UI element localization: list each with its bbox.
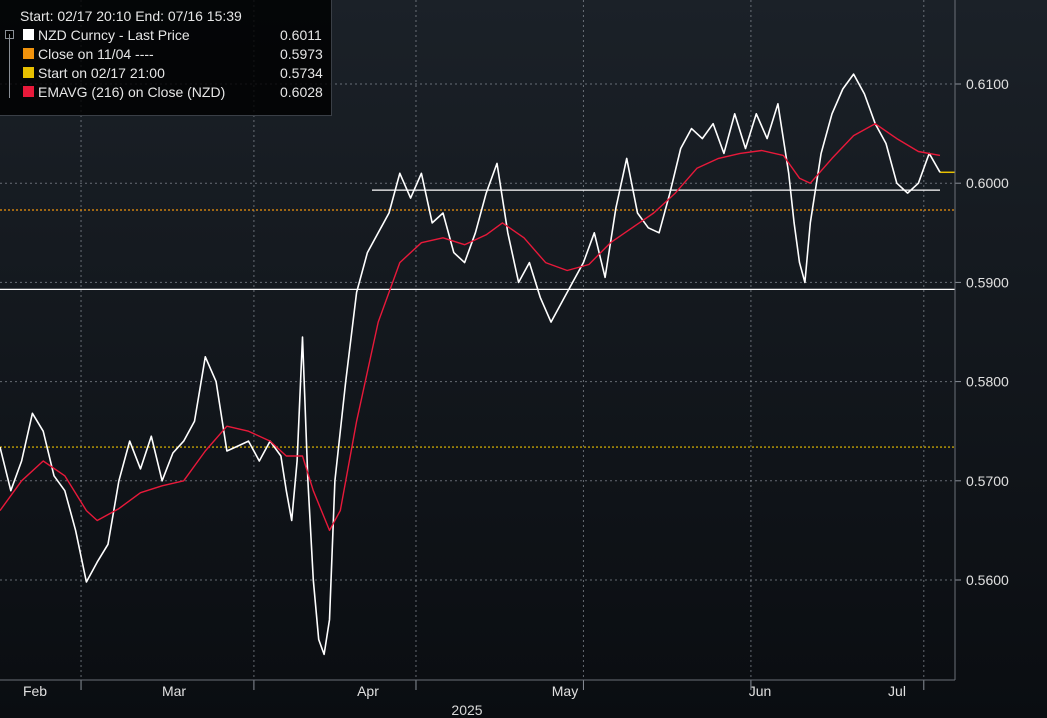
legend-swatch <box>23 67 34 78</box>
y-tick-label: 0.5600 <box>966 572 1009 588</box>
y-tick-label: 0.6000 <box>966 175 1009 191</box>
legend-swatch <box>23 29 34 40</box>
legend-swatch <box>23 86 34 97</box>
legend-label: EMAVG (216) on Close (NZD) <box>38 84 226 100</box>
x-tick-labels: Feb Mar Apr May Jun Jul <box>23 683 906 699</box>
legend-header: Start: 02/17 20:10 End: 07/16 15:39 <box>20 8 242 24</box>
legend-item-close: Close on 11/04 ---- 0.5973 <box>6 45 331 64</box>
series-lines <box>0 73 941 656</box>
y-tick-label: 0.5700 <box>966 473 1009 489</box>
y-tick-label: 0.6100 <box>966 76 1009 92</box>
reference-lines <box>0 171 955 448</box>
x-tick-label: Mar <box>162 683 186 699</box>
legend-tree-line <box>9 34 15 98</box>
series-line-last-price <box>0 73 941 656</box>
y-tick-labels: 0.5600 0.5700 0.5800 0.5900 0.6000 0.6100 <box>966 76 1009 588</box>
legend-value: 0.6011 <box>280 27 322 43</box>
x-tick-label: Jun <box>749 683 772 699</box>
grid-lines <box>0 0 961 690</box>
x-tick-label: Jul <box>888 683 906 699</box>
legend-label: Close on 11/04 ---- <box>38 46 154 62</box>
legend-value: 0.5734 <box>280 65 323 81</box>
legend-item-emavg: EMAVG (216) on Close (NZD) 0.6028 <box>6 83 331 102</box>
legend-value: 0.5973 <box>280 46 323 62</box>
legend-value: 0.6028 <box>280 84 323 100</box>
y-tick-label: 0.5900 <box>966 274 1009 290</box>
x-year-label: 2025 <box>451 702 482 718</box>
series-line-emavg <box>0 123 941 532</box>
legend-box: Start: 02/17 20:10 End: 07/16 15:39 NZD … <box>0 0 332 116</box>
legend-swatch <box>23 48 34 59</box>
legend-label: NZD Curncy - Last Price <box>38 27 190 43</box>
x-tick-label: Apr <box>357 683 379 699</box>
legend-label: Start on 02/17 21:00 <box>38 65 165 81</box>
x-tick-label: Feb <box>23 683 47 699</box>
legend-item-last-price: NZD Curncy - Last Price 0.6011 <box>6 26 331 45</box>
x-tick-label: May <box>552 683 578 699</box>
axes <box>0 0 956 681</box>
y-tick-label: 0.5800 <box>966 374 1009 390</box>
legend-item-start: Start on 02/17 21:00 0.5734 <box>6 64 331 83</box>
